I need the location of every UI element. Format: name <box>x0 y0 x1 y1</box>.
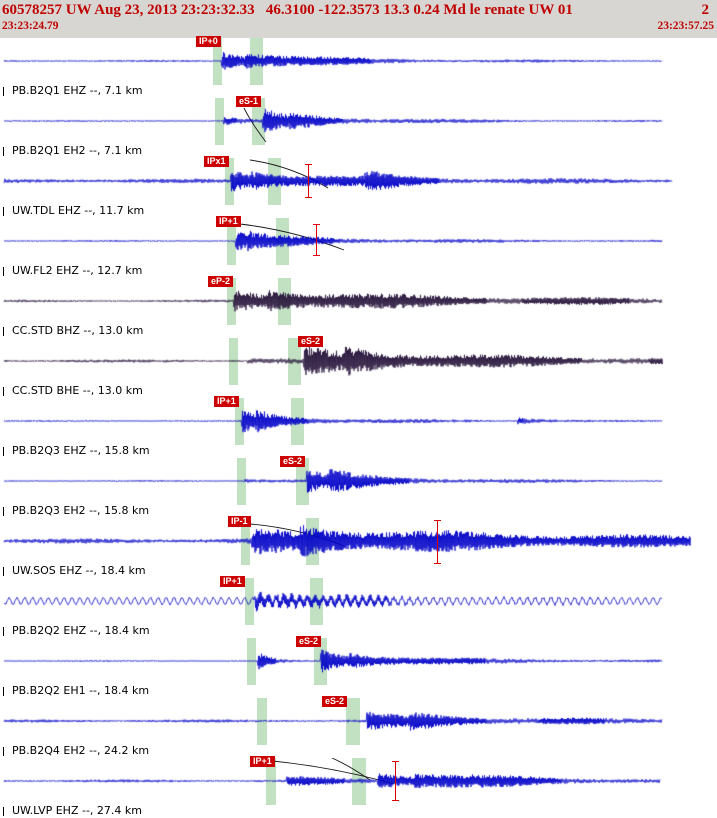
station-label: PB.B2Q4 EH2 --, 24.2 km <box>3 744 149 758</box>
waveform[interactable] <box>0 758 717 804</box>
trace-row: IP+1 PB.B2Q2 EHZ --, 18.4 km <box>0 576 717 638</box>
phase-pick-label[interactable]: IPx1 <box>204 156 229 167</box>
trace-row: IPx1 UW.TDL EHZ --, 11.7 km <box>0 156 717 218</box>
waveform[interactable] <box>0 38 717 84</box>
phase-pick-label[interactable]: IP+0 <box>196 36 221 47</box>
phase-pick-label[interactable]: eP-2 <box>208 276 234 287</box>
station-label: UW.SOS EHZ --, 18.4 km <box>3 564 146 578</box>
waveform[interactable] <box>0 398 717 444</box>
trace-row: eS-2 PB.B2Q2 EH1 --, 18.4 km <box>0 636 717 698</box>
window-start-time: 23:23:24.79 <box>2 20 59 32</box>
waveform[interactable] <box>0 458 717 504</box>
trace-list: IP+0 PB.B2Q1 EHZ --, 7.1 km eS-1 PB.B2Q1… <box>0 36 717 818</box>
trace-row: eS-2 PB.B2Q3 EH2 --, 15.8 km <box>0 456 717 518</box>
pick-error-marker[interactable] <box>433 520 442 564</box>
phase-pick-label[interactable]: eS-1 <box>236 96 262 107</box>
station-label: UW.FL2 EHZ --, 12.7 km <box>3 264 142 278</box>
trace-row: IP+0 PB.B2Q1 EHZ --, 7.1 km <box>0 36 717 98</box>
station-label: CC.STD BHZ --, 13.0 km <box>3 324 143 338</box>
trace-row: eP-2 CC.STD BHZ --, 13.0 km <box>0 276 717 338</box>
station-label: PB.B2Q2 EH1 --, 18.4 km <box>3 684 149 698</box>
phase-pick-label[interactable]: eS-2 <box>280 456 306 467</box>
phase-pick-label[interactable]: IP+1 <box>214 396 239 407</box>
phase-pick-label[interactable]: IP-1 <box>228 516 251 527</box>
header-bar: 60578257 UW Aug 23, 2013 23:23:32.33 46.… <box>0 0 717 38</box>
phase-pick-label[interactable]: IP+1 <box>216 216 241 227</box>
station-label: PB.B2Q2 EHZ --, 18.4 km <box>3 624 150 638</box>
phase-pick-label[interactable]: eS-2 <box>298 336 324 347</box>
waveform[interactable] <box>0 278 717 324</box>
waveform[interactable] <box>0 698 717 744</box>
pick-error-marker[interactable] <box>312 224 321 256</box>
waveform[interactable] <box>0 578 717 624</box>
waveform[interactable] <box>0 158 717 204</box>
station-label: PB.B2Q3 EHZ --, 15.8 km <box>3 444 150 458</box>
trace-row: IP-1 UW.SOS EHZ --, 18.4 km <box>0 516 717 578</box>
trace-row: eS-1 PB.B2Q1 EH2 --, 7.1 km <box>0 96 717 158</box>
waveform[interactable] <box>0 218 717 264</box>
phase-pick-label[interactable]: IP+1 <box>220 576 245 587</box>
waveform[interactable] <box>0 518 717 564</box>
pick-error-marker[interactable] <box>391 761 400 801</box>
window-end-time: 23:23:57.25 <box>657 20 714 32</box>
waveform[interactable] <box>0 98 717 144</box>
station-label: PB.B2Q3 EH2 --, 15.8 km <box>3 504 149 518</box>
event-summary-line: 60578257 UW Aug 23, 2013 23:23:32.33 46.… <box>0 0 717 19</box>
waveform[interactable] <box>0 638 717 684</box>
pick-error-marker[interactable] <box>304 164 313 198</box>
trace-row: IP+1 UW.LVP EHZ --, 27.4 km <box>0 756 717 818</box>
station-label: PB.B2Q1 EH2 --, 7.1 km <box>3 144 142 158</box>
station-label: UW.TDL EHZ --, 11.7 km <box>3 204 144 218</box>
page-indicator: 2 <box>701 2 710 18</box>
trace-row: eS-2 PB.B2Q4 EH2 --, 24.2 km <box>0 696 717 758</box>
phase-pick-label[interactable]: IP+1 <box>250 756 275 767</box>
time-window-line: 23:23:24.79 23:23:57.25 <box>0 19 717 32</box>
phase-pick-label[interactable]: eS-2 <box>296 636 322 647</box>
waveform[interactable] <box>0 338 717 384</box>
station-label: PB.B2Q1 EHZ --, 7.1 km <box>3 84 143 98</box>
trace-row: eS-2 CC.STD BHE --, 13.0 km <box>0 336 717 398</box>
station-label: UW.LVP EHZ --, 27.4 km <box>3 804 142 818</box>
trace-row: IP+1 UW.FL2 EHZ --, 12.7 km <box>0 216 717 278</box>
phase-pick-label[interactable]: eS-2 <box>322 696 348 707</box>
event-summary: 60578257 UW Aug 23, 2013 23:23:32.33 46.… <box>2 2 573 18</box>
trace-row: IP+1 PB.B2Q3 EHZ --, 15.8 km <box>0 396 717 458</box>
station-label: CC.STD BHE --, 13.0 km <box>3 384 143 398</box>
